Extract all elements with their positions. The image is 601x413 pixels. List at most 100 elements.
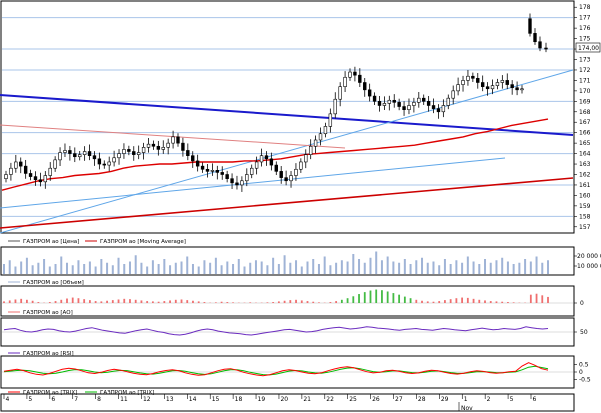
volume-bar	[432, 261, 435, 274]
volume-bar	[243, 266, 246, 274]
ao-bar	[409, 298, 412, 303]
ao-bar	[432, 301, 435, 303]
volume-bar	[100, 259, 103, 274]
candle-body	[528, 18, 532, 34]
ao-bar	[140, 300, 143, 303]
volume-bar	[48, 266, 51, 274]
candle-body	[338, 86, 342, 100]
volume-bar	[358, 259, 361, 274]
ao-bar	[77, 298, 80, 303]
candle-body	[461, 80, 465, 85]
candle-body	[122, 149, 126, 154]
time-tick-label: 22	[326, 396, 334, 403]
volume-bar	[54, 264, 57, 274]
volume-bar	[489, 262, 492, 274]
volume-bar	[335, 262, 338, 274]
volume-bar	[312, 259, 315, 274]
candle-body	[156, 145, 161, 150]
time-axis	[0, 393, 575, 412]
volume-bar	[443, 259, 446, 274]
ao-bar	[369, 290, 372, 303]
volume-bar	[117, 257, 120, 274]
time-tick-label: 29	[441, 396, 449, 403]
candle-body	[363, 82, 367, 91]
volume-bar	[146, 266, 149, 274]
candle-body	[436, 108, 441, 113]
ao-bar	[60, 299, 63, 303]
price-tick-label: 177	[579, 15, 591, 22]
volume-bar	[3, 264, 5, 274]
volume-bar	[169, 265, 172, 274]
ao-bar	[226, 302, 229, 303]
ao-bar	[163, 301, 166, 303]
ao-bar	[186, 300, 189, 303]
ao-bar	[174, 299, 177, 303]
candle-body	[141, 147, 146, 153]
legend-volume: ГАЗПРОМ ао [Объем]	[23, 280, 84, 286]
volume-bar	[472, 261, 475, 274]
price-tick-label: 162	[579, 172, 591, 179]
ao-tick-label: 0	[580, 300, 584, 307]
volume-bar	[398, 262, 401, 274]
candle-body	[82, 151, 87, 155]
trendline-pink	[0, 124, 346, 149]
candle-body	[240, 180, 244, 186]
trix-signal-line	[3, 365, 549, 376]
ao-bar	[106, 300, 108, 303]
candle-body	[220, 172, 224, 175]
candle-body	[348, 71, 352, 78]
volume-bar	[415, 260, 418, 274]
volume-bar	[272, 257, 275, 274]
candle-body	[417, 97, 421, 103]
volume-bar	[111, 265, 114, 274]
ao-bar	[363, 292, 366, 303]
ao-bar	[398, 294, 401, 303]
time-tick-label: 12	[143, 396, 151, 403]
volume-panel	[0, 246, 575, 276]
candle-body	[68, 150, 72, 154]
candle-body	[397, 102, 401, 107]
time-tick-label: 2	[487, 396, 491, 403]
candle-body	[313, 139, 318, 147]
price-tick-label: 160	[579, 192, 591, 199]
ao-bar	[444, 300, 446, 303]
volume-bar	[340, 260, 343, 274]
candle-body	[23, 165, 28, 174]
volume-bar	[547, 260, 549, 274]
volume-bar	[249, 262, 252, 274]
ao-bar	[180, 299, 183, 303]
price-tick-label: 170	[579, 88, 591, 95]
legend-ao: ГАЗПРОМ ао [АО]	[23, 310, 73, 316]
candle-body	[210, 170, 215, 172]
ao-bar	[455, 298, 458, 303]
candle-body	[426, 101, 431, 106]
volume-tick-label: 20 000 000	[577, 253, 601, 260]
volume-bar	[283, 255, 286, 274]
volume-bar	[346, 261, 349, 274]
volume-bar	[512, 264, 515, 274]
price-tick-label: 173	[579, 57, 591, 64]
volume-bar	[65, 262, 68, 274]
ao-bar	[203, 302, 206, 303]
price-tick-label: 167	[579, 119, 591, 126]
time-tick-label: 11	[120, 396, 128, 403]
volume-bar	[529, 261, 532, 274]
candle-body	[328, 113, 333, 127]
candle-body	[200, 165, 205, 170]
candle-body	[112, 157, 116, 163]
trendline-support	[0, 177, 574, 229]
candle-body	[53, 159, 57, 169]
candle-body	[235, 182, 239, 186]
candle-body	[333, 98, 337, 115]
legend-price: ГАЗПРОМ ао [Цена]	[23, 239, 79, 245]
month-label: Nov	[461, 405, 473, 412]
ao-bar	[358, 294, 360, 303]
ao-bar	[146, 301, 149, 303]
candle-body	[215, 170, 220, 173]
price-tick-label: 172	[579, 67, 591, 74]
candle-body	[289, 175, 293, 182]
volume-bar	[478, 264, 481, 274]
price-tick-label: 171	[579, 77, 591, 84]
ao-bar	[283, 300, 286, 303]
ao-bar	[352, 296, 355, 303]
